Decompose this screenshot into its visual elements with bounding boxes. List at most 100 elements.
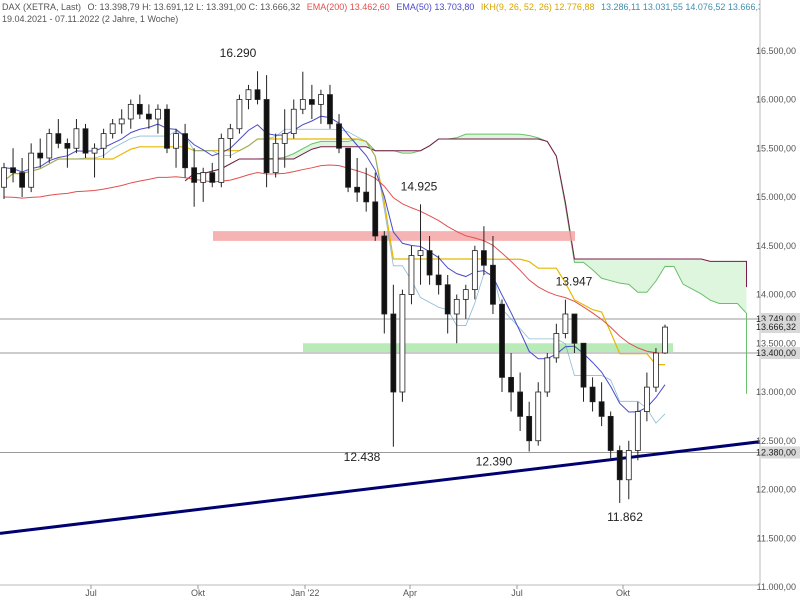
candle[interactable] — [381, 235, 388, 315]
candle[interactable] — [254, 89, 261, 100]
candle[interactable] — [281, 133, 288, 144]
y-tick-label: 14.000,00 — [756, 290, 796, 300]
resistance-zone — [213, 231, 575, 241]
candle[interactable] — [1, 167, 7, 188]
candle[interactable] — [580, 342, 587, 388]
candle[interactable] — [345, 147, 351, 188]
candle[interactable] — [200, 172, 207, 183]
candle[interactable] — [481, 250, 487, 266]
candle[interactable] — [562, 313, 569, 334]
y-axis-background — [760, 0, 800, 600]
candle[interactable] — [471, 250, 478, 291]
ikh-kijun-line — [3, 138, 665, 366]
y-tick-label: 11.500,00 — [757, 533, 796, 543]
candle[interactable] — [55, 133, 62, 144]
candle[interactable] — [263, 99, 270, 174]
y-tick-label: 12.500,00 — [756, 436, 796, 446]
candle[interactable] — [544, 357, 551, 393]
ema50-legend: EMA(50) 13.703,80 — [396, 2, 475, 12]
candle[interactable] — [453, 298, 460, 315]
price-tag — [761, 446, 800, 459]
candle[interactable] — [46, 133, 53, 159]
candle[interactable] — [408, 255, 415, 295]
ikh-legend: IKH(9, 26, 52, 26) 12.776,88 — [480, 2, 595, 12]
candle[interactable] — [399, 294, 406, 393]
candle[interactable] — [653, 352, 659, 388]
candle[interactable] — [462, 289, 469, 300]
candle[interactable] — [372, 201, 379, 237]
price-tag-label: 13.400,00 — [756, 348, 796, 358]
ema50-line — [3, 115, 666, 413]
candle[interactable] — [508, 376, 514, 393]
candle[interactable] — [145, 113, 152, 120]
candle[interactable] — [535, 391, 542, 442]
candle[interactable] — [625, 450, 632, 481]
candle[interactable] — [236, 99, 243, 130]
candle[interactable] — [336, 123, 342, 149]
candle[interactable] — [73, 128, 80, 149]
candle[interactable] — [37, 152, 44, 159]
candle[interactable] — [390, 313, 397, 393]
candle[interactable] — [607, 415, 614, 451]
candle[interactable] — [91, 147, 98, 154]
candle[interactable] — [227, 128, 234, 139]
candle[interactable] — [100, 133, 107, 149]
candle[interactable] — [82, 128, 89, 154]
candle[interactable] — [109, 123, 116, 135]
candle[interactable] — [127, 103, 134, 120]
candle[interactable] — [19, 172, 25, 188]
support-zone — [303, 343, 673, 353]
candle[interactable] — [136, 103, 143, 115]
candle[interactable] — [64, 142, 71, 149]
candle[interactable] — [173, 133, 179, 149]
candle[interactable] — [363, 191, 370, 203]
candle[interactable] — [444, 284, 451, 315]
candle[interactable] — [499, 303, 505, 378]
candle[interactable] — [290, 108, 297, 135]
candle[interactable] — [218, 138, 225, 183]
annotation-label: 16.290 — [220, 46, 257, 60]
y-tick-label: 12.000,00 — [756, 485, 796, 495]
candle[interactable] — [164, 108, 170, 149]
candle[interactable] — [589, 386, 596, 403]
annotation-label: 14.925 — [401, 179, 438, 193]
x-tick-label: Jul — [511, 588, 523, 598]
candle[interactable] — [435, 274, 442, 286]
annotation-label: 11.862 — [607, 510, 643, 524]
candle[interactable] — [318, 94, 324, 105]
candle[interactable] — [155, 108, 161, 120]
candle[interactable] — [10, 167, 16, 174]
candle[interactable] — [191, 167, 198, 183]
candle[interactable] — [634, 411, 641, 451]
candle[interactable] — [662, 326, 668, 354]
price-tag-label: 12.380,00 — [756, 447, 796, 457]
candle[interactable] — [327, 94, 333, 125]
candle[interactable] — [299, 99, 306, 110]
candle[interactable] — [209, 172, 216, 183]
candle[interactable] — [272, 142, 279, 174]
candle[interactable] — [490, 264, 496, 305]
y-tick-label: 11.000,00 — [757, 582, 796, 592]
candle[interactable] — [118, 118, 125, 125]
candle[interactable] — [245, 89, 252, 100]
candle[interactable] — [644, 386, 650, 412]
trendline — [0, 435, 800, 535]
candle[interactable] — [616, 450, 623, 481]
y-tick-label: 13.000,00 — [756, 387, 796, 397]
candle[interactable] — [417, 250, 424, 256]
candle[interactable] — [182, 133, 188, 169]
candle[interactable] — [354, 186, 361, 193]
candle[interactable] — [517, 391, 524, 417]
candle[interactable] — [526, 415, 533, 442]
candle[interactable] — [598, 401, 605, 417]
price-tag-label: 13.666,32 — [756, 322, 796, 332]
candle[interactable] — [308, 99, 315, 105]
candle[interactable] — [571, 313, 578, 344]
candle[interactable] — [28, 152, 35, 188]
candle[interactable] — [553, 333, 560, 359]
candle[interactable] — [426, 250, 433, 276]
ema200-line — [3, 164, 666, 354]
ichimoku-cloud — [185, 134, 747, 394]
price-tag — [761, 321, 800, 334]
